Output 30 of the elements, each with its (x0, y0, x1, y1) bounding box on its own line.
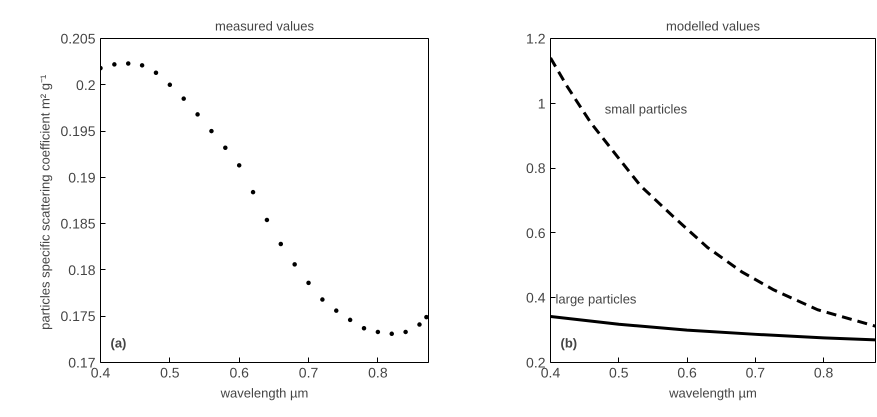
chart-title: measured values (215, 18, 314, 34)
x-tick-label: 0.5 (609, 364, 629, 380)
x-tick-label: 0.4 (90, 364, 110, 380)
x-tick-label: 0.6 (677, 364, 697, 380)
y-tick-label: 0.8 (526, 160, 546, 176)
y-tick-label: 0.2 (76, 76, 96, 93)
x-tick-label: 0.7 (746, 364, 766, 380)
y-axis-title: particles specific scattering coefficient m² g⁻¹ (37, 74, 52, 330)
x-axis-title: wavelength µm (220, 386, 308, 400)
x-tick-label: 0.8 (814, 364, 834, 380)
annotation: (a) (110, 336, 126, 350)
y-tick-label: 1.2 (526, 30, 546, 46)
y-tick-label: 1 (538, 95, 546, 112)
x-tick-label: 0.8 (368, 364, 388, 380)
y-tick-label: 0.6 (526, 224, 546, 241)
annotation: (b) (560, 336, 578, 350)
legend-label: large particles (556, 291, 637, 306)
x-tick-label: 0.5 (160, 364, 180, 380)
series-label: small particles (604, 102, 688, 117)
y-tick-label: 0.18 (68, 262, 96, 278)
y-tick-label: 0.175 (60, 308, 96, 324)
chart-title: modelled values (666, 18, 760, 34)
y-tick-label: 0.205 (60, 30, 96, 46)
y-tick-label: 0.185 (60, 216, 96, 232)
y-tick-label: 0.19 (68, 169, 96, 186)
x-tick-label: 0.6 (229, 364, 250, 380)
x-axis-title: wavelength µm (668, 386, 757, 400)
y-tick-label: 0.195 (60, 123, 96, 140)
x-tick-label: 0.7 (298, 364, 318, 380)
y-tick-label: 0.4 (526, 290, 546, 306)
